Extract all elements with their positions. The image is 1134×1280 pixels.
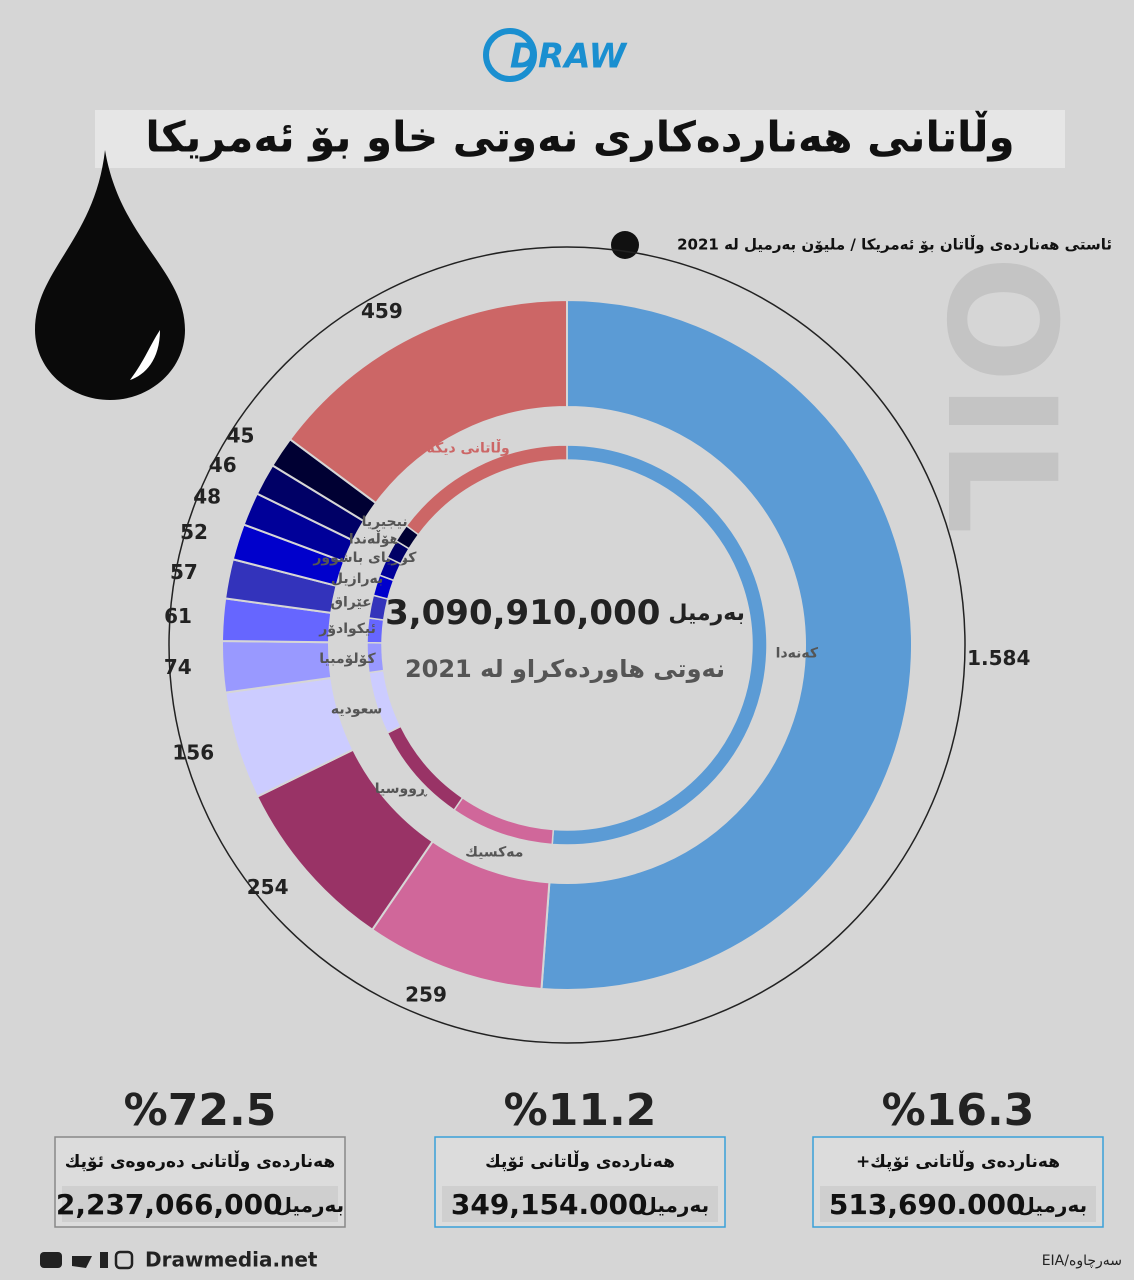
stat-label: هەناردەی وڵاتانی دەرەوەی ئۆپك: [65, 1150, 335, 1172]
stat-amount: 2,237,066,000: [56, 1188, 283, 1221]
subtitle: ئاستی هەناردەی وڵاتان بۆ ئەمریکا / ملیۆن…: [677, 235, 1112, 254]
value-label: 459: [361, 299, 403, 323]
stat-unit: بەرمیل: [640, 1193, 710, 1217]
source: سەرچاوە/EIA: [1042, 1253, 1122, 1269]
stat-value-bg: [820, 1186, 1096, 1222]
category-label: عێراق: [330, 595, 371, 611]
stat-value-bg: [62, 1186, 338, 1222]
title-bg: [95, 110, 1065, 168]
category-label: مەکسیك: [465, 845, 523, 861]
value-label: 61: [164, 604, 192, 628]
inner-segment: [405, 444, 568, 536]
stat-percent: %72.5: [124, 1085, 277, 1136]
segment: [540, 298, 913, 991]
value-label: 254: [247, 875, 289, 899]
value-label: 74: [164, 655, 192, 679]
outer-circle: [168, 246, 966, 1044]
category-label: ڕووسیا: [375, 781, 428, 797]
value-label: 57: [170, 560, 198, 584]
category-label: سعودیە: [331, 701, 382, 717]
value-label: 52: [180, 520, 208, 544]
category-label: کۆلۆمبیا: [319, 651, 376, 667]
center-caption: نەوتی هاوردەکراو لە 2021: [405, 655, 725, 683]
segment: [288, 298, 568, 505]
stat-unit: بەرمیل: [1018, 1193, 1088, 1217]
stat-value: بەرمیل513,690.000: [829, 1188, 1087, 1221]
value-label: 45: [227, 424, 255, 448]
stat-percent: %11.2: [504, 1085, 657, 1136]
stat-amount: 513,690.000: [829, 1188, 1026, 1221]
subtitle-dot: [611, 231, 639, 259]
stat-label: هەناردەی وڵاتانی ئۆپك+: [856, 1150, 1060, 1172]
title: وڵاتانی هەناردەکاری نەوتی خاو بۆ ئەمریکا: [145, 111, 1014, 163]
stat-amount: 349,154.000: [451, 1188, 648, 1221]
value-label: 46: [209, 453, 237, 477]
value-label: 156: [172, 740, 214, 764]
social-icons: [40, 1250, 134, 1270]
stat-percent: %16.3: [882, 1085, 1035, 1136]
category-label: بەرازیل: [331, 571, 383, 587]
stat-value: بەرمیل349,154.000: [451, 1188, 709, 1221]
category-label: ئیکوادۆر: [318, 621, 376, 637]
category-label: کەنەدا: [776, 646, 819, 662]
donut: کەنەدا 1.584 مەکسیك 259 ڕووسیا 254 سعودیە 156 کۆ…: [164, 298, 1030, 1007]
oil-drop: [35, 150, 185, 400]
logo: DRAW: [510, 37, 628, 77]
category-label: نیجیریا: [362, 514, 408, 530]
stat-value: بەرمیل2,237,066,000: [56, 1188, 344, 1221]
value-label: 259: [405, 983, 447, 1007]
stats: %72.5 هەناردەی وڵاتانی دەرەوەی ئۆپك بەرمیل…: [54, 1085, 1104, 1228]
category-label: هۆڵەندا: [349, 529, 399, 547]
site: Drawmedia.net: [145, 1248, 318, 1272]
stat-value-bg: [442, 1186, 718, 1222]
drop-shine: [130, 330, 160, 380]
watermark: OIL: [913, 256, 1087, 535]
category-label: وڵاتانی دیکە: [427, 438, 510, 456]
center-value: 3,090,910,000 بەرمیل: [385, 593, 745, 633]
value-label: 1.584: [967, 646, 1030, 670]
logo-ring: [483, 28, 537, 82]
stat-unit: بەرمیل: [275, 1193, 345, 1217]
stat-label: هەناردەی وڵاتانی ئۆپك: [485, 1150, 675, 1172]
value-label: 48: [193, 485, 221, 509]
